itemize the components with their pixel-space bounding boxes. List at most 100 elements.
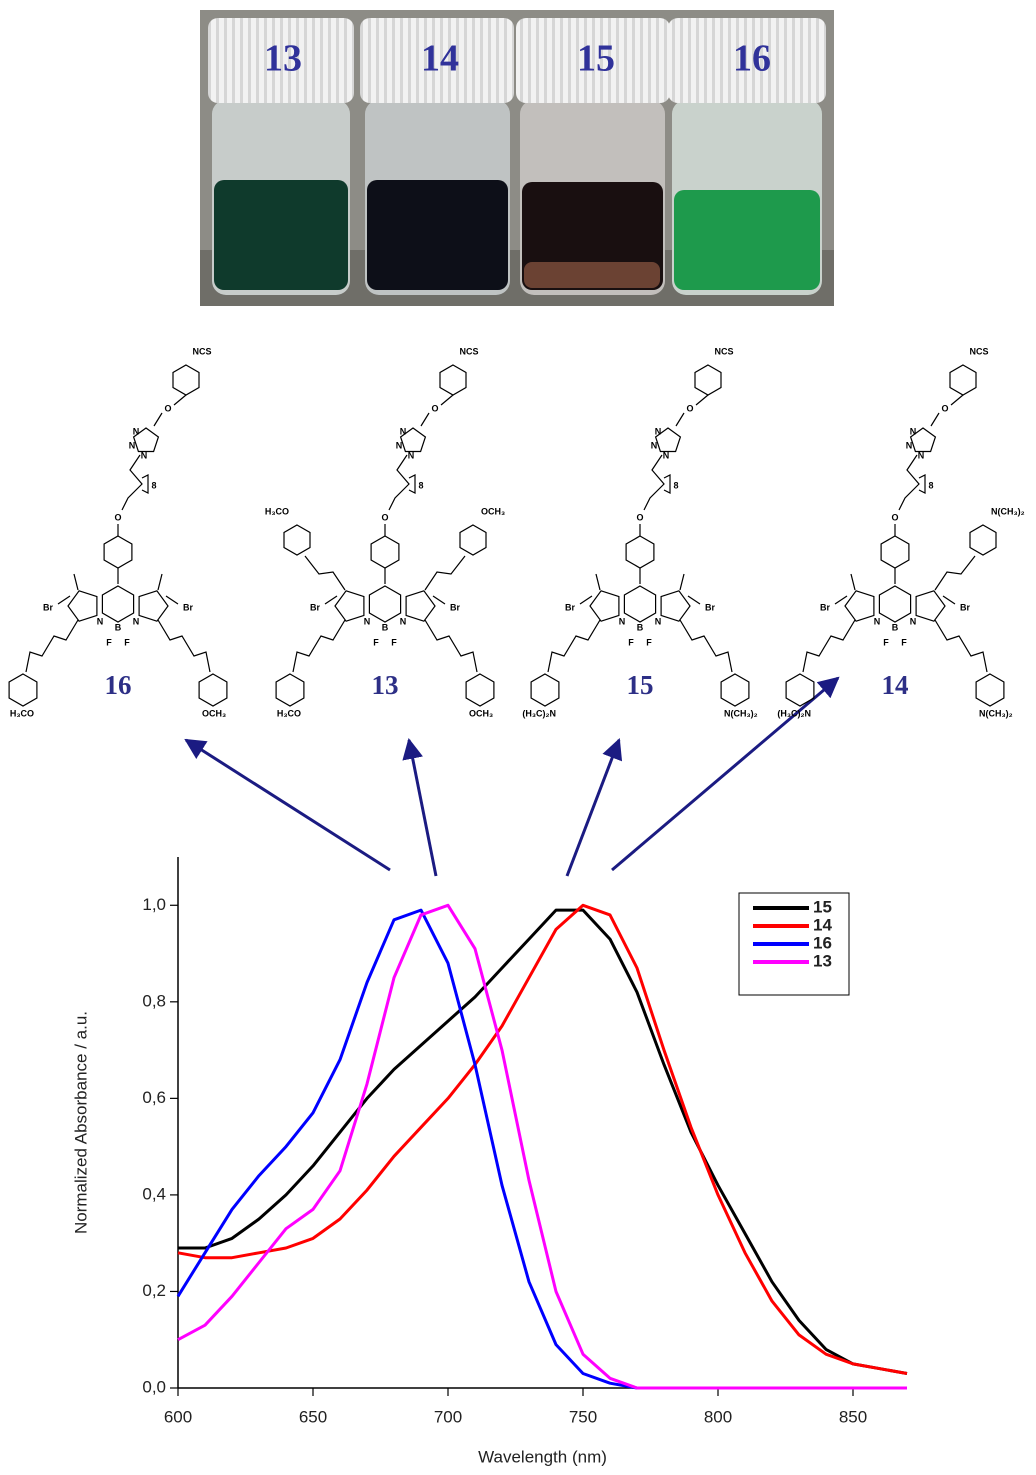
bond [644,455,670,510]
atom-label: N [651,440,658,450]
atom-label: O [941,403,948,413]
bond [284,525,310,555]
bond [661,591,690,621]
atom-label: O [891,512,898,522]
compound-label: 13 [372,670,399,700]
atom-label: F [373,637,379,647]
vial-label: 14 [421,38,459,80]
atom-label: O [686,403,693,413]
y-tick-label: 0,6 [142,1088,166,1107]
bond [721,674,749,706]
bond [102,586,133,622]
atom-label: F [901,637,907,647]
bond [590,591,619,621]
bond [58,596,178,604]
bond [935,556,975,590]
atom-label: N [141,450,148,460]
bond [158,620,210,672]
bond [879,586,910,622]
bond [881,536,909,568]
atom-label: O [636,512,643,522]
bond [695,365,721,395]
bond [845,591,874,621]
substituent: (H₃C)₂N [777,708,811,718]
atom-label: 8 [151,480,156,490]
bond [68,591,97,621]
atom-label: NCS [714,346,733,356]
atom-label: O [431,403,438,413]
bond [460,525,486,555]
atom-label: Br [43,602,53,612]
atom-label: Br [820,602,830,612]
bond [9,674,37,706]
atom-label: B [637,622,644,632]
atom-label: F [883,637,889,647]
x-tick-label: 750 [569,1407,597,1426]
bond [389,455,415,510]
atom-label: N [133,616,140,626]
vial-label: 16 [733,38,771,80]
y-tick-label: 0,0 [142,1377,166,1396]
atom-label: B [892,622,899,632]
legend-label: 14 [813,915,832,934]
atom-label: NCS [459,346,478,356]
bond [916,591,945,621]
bond [139,591,168,621]
bond [835,596,955,604]
atom-label: F [646,637,652,647]
compound-label: 16 [105,670,132,700]
x-tick-label: 700 [434,1407,462,1426]
substituent: H₃CO [277,708,301,718]
atom-label: NCS [969,346,988,356]
atom-label: 8 [418,480,423,490]
bond [580,596,700,604]
atom-label: Br [450,602,460,612]
atom-label: N [918,450,925,460]
atom-label: N [874,616,881,626]
bond [335,591,364,621]
structure: NCSONNN8OBrBrNNBFFH₃COOCH₃16 [9,346,227,718]
atom-label: Br [565,602,575,612]
bond [466,674,494,706]
bond [548,620,600,672]
atom-label: F [628,637,634,647]
atom-label: 8 [928,480,933,490]
atom-label: Br [183,602,193,612]
vial-label: 13 [264,38,302,80]
atom-label: F [124,637,130,647]
bond [680,620,732,672]
substituent: H₃CO [265,506,289,516]
bond [369,586,400,622]
atom-label: F [106,637,112,647]
legend-label: 16 [813,933,832,952]
x-tick-label: 600 [164,1407,192,1426]
vial-label: 15 [577,38,615,80]
atom-label: Br [960,602,970,612]
bond [305,556,345,590]
bond [199,674,227,706]
bond [74,574,78,590]
legend-label: 15 [813,897,832,916]
atom-label: N [655,426,662,436]
bond [425,620,477,672]
atom-label: Br [310,602,320,612]
substituent: OCH₃ [202,708,226,718]
atom-label: N [906,440,913,450]
y-tick-label: 0,8 [142,991,166,1010]
atom-label: N [619,616,626,626]
atom-label: O [114,512,121,522]
bond [596,574,600,590]
bond [970,525,996,555]
compound-label: 14 [882,670,909,700]
bond [626,536,654,568]
bond [803,620,855,672]
atom-label: N [396,440,403,450]
substituent: OCH₃ [481,506,505,516]
bond [624,586,655,622]
bond [26,620,78,672]
atom-label: N [400,616,407,626]
bond [440,365,466,395]
bond [851,574,855,590]
